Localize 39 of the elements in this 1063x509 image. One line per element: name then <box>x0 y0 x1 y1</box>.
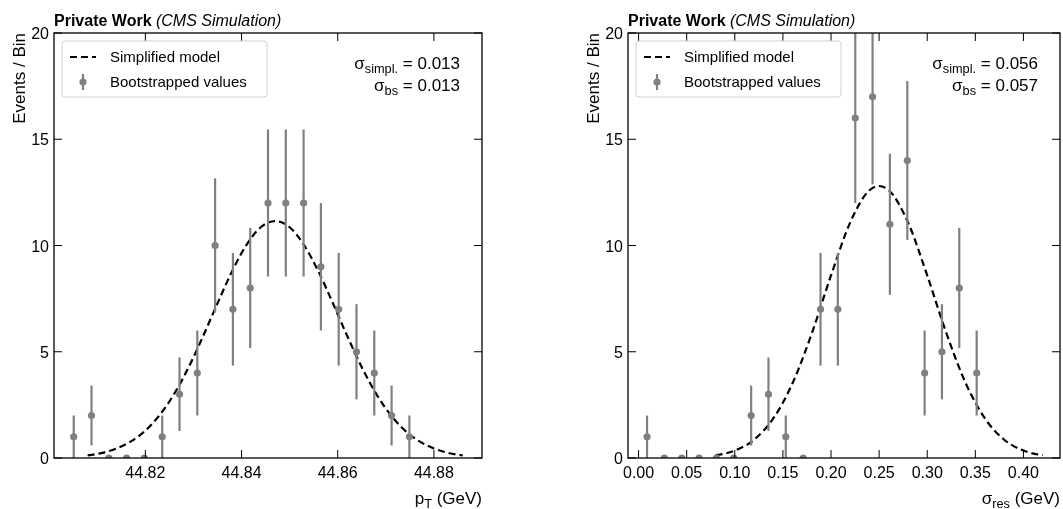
y-tick-label: 10 <box>605 237 624 255</box>
x-tick-label: 0.05 <box>671 464 703 481</box>
x-tick-label: 0.15 <box>767 464 799 481</box>
x-tick-label: 0.25 <box>863 464 895 481</box>
y-tick-label: 5 <box>614 343 624 361</box>
y-tick-label: 20 <box>31 25 50 42</box>
annotation: σ$_{bs}$ = 0.057 <box>952 76 1038 98</box>
y-tick-label: 20 <box>605 25 624 42</box>
x-axis-title: p$_{T}$ (GeV) <box>414 489 482 509</box>
y-axis-title: Events / Bin <box>10 33 29 124</box>
y-tick-label: 0 <box>614 450 624 467</box>
x-axis-title: σ$_{res}$ (GeV) <box>981 489 1060 509</box>
chart-title: Private Work <box>54 12 152 29</box>
legend-label: Bootstrapped values <box>110 73 247 90</box>
annotation: σ$_{bs}$ = 0.013 <box>374 76 460 98</box>
y-axis-title: Events / Bin <box>584 33 603 124</box>
legend-label: Simplified model <box>684 48 795 65</box>
y-tick-label: 5 <box>40 343 50 361</box>
y-tick-label: 10 <box>31 237 50 255</box>
legend-label: Bootstrapped values <box>684 73 821 90</box>
y-tick-label: 15 <box>605 131 624 149</box>
x-tick-label: 44.82 <box>125 464 166 481</box>
x-tick-label: 0.30 <box>911 464 943 481</box>
x-tick-label: 0.40 <box>1007 464 1040 481</box>
x-tick-label: 0.10 <box>719 464 751 481</box>
annotation: σ$_{simpl.}$ = 0.013 <box>354 54 460 76</box>
x-tick-label: 0.00 <box>623 464 655 481</box>
chart-subtitle: (CMS Simulation) <box>725 12 856 29</box>
y-tick-label: 15 <box>31 131 50 149</box>
x-tick-label: 0.35 <box>959 464 991 481</box>
chart-title: Private Work <box>628 12 726 29</box>
annotation: σ$_{simpl.}$ = 0.056 <box>932 54 1038 76</box>
legend-label: Simplified model <box>110 48 221 65</box>
x-tick-label: 44.84 <box>221 464 262 481</box>
chart-subtitle: (CMS Simulation) <box>151 12 282 29</box>
x-tick-label: 0.20 <box>815 464 847 481</box>
x-tick-label: 44.88 <box>413 464 455 481</box>
x-tick-label: 44.86 <box>317 464 358 481</box>
y-tick-label: 0 <box>40 450 50 467</box>
